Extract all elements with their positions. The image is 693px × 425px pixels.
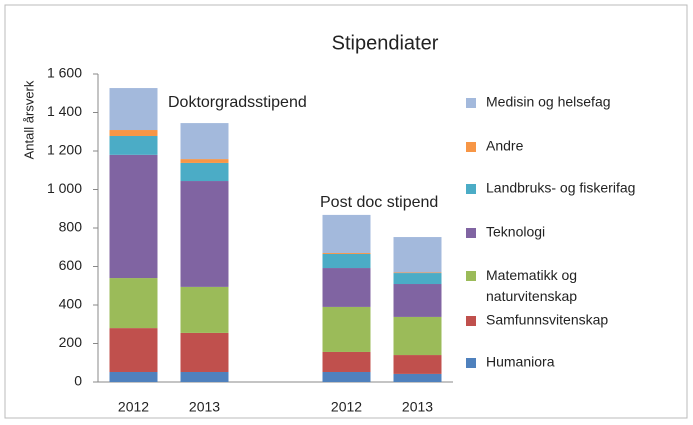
y-tick-label: 1 600: [47, 65, 82, 81]
x-tick-label: 2012: [331, 399, 362, 415]
y-tick-label: 1 000: [47, 180, 82, 196]
bar-segment: [180, 371, 229, 382]
legend-swatch: [466, 98, 476, 108]
y-tick-label: 200: [59, 334, 83, 350]
bar-segment: [109, 371, 158, 382]
bar-segment: [180, 162, 229, 182]
bar-segment: [109, 135, 158, 155]
legend-swatch: [466, 142, 476, 152]
legend-swatch: [466, 184, 476, 194]
bar-segment: [393, 273, 442, 285]
y-tick-label: 600: [59, 257, 83, 273]
bar-segment: [109, 88, 158, 131]
legend-swatch: [466, 358, 476, 368]
bar-segment: [109, 130, 158, 136]
x-tick-label: 2013: [402, 399, 433, 415]
bar-segment: [322, 371, 371, 382]
y-tick-label: 0: [74, 373, 82, 389]
bar-segment: [180, 123, 229, 160]
bar-segment: [393, 237, 442, 273]
bar-segment: [180, 332, 229, 372]
legend-label: Andre: [486, 138, 524, 154]
bar-segment: [393, 272, 442, 274]
legend-swatch: [466, 316, 476, 326]
legend-label: Teknologi: [486, 224, 545, 240]
bar-segment: [109, 328, 158, 372]
bar-segment: [322, 253, 371, 254]
bar-segment: [393, 284, 442, 317]
bar-segment: [180, 286, 229, 333]
y-tick-label: 800: [59, 219, 83, 235]
legend-label: Samfunnsvitenskap: [486, 312, 608, 328]
legend-label: Landbruks- og fiskerifag: [486, 180, 635, 196]
bar-segment: [180, 181, 229, 287]
annotation: Post doc stipend: [320, 194, 438, 211]
x-tick-label: 2012: [118, 399, 149, 415]
bar-segment: [109, 154, 158, 279]
y-tick-label: 1 200: [47, 142, 82, 158]
bar-segment: [109, 278, 158, 329]
bar-segment: [180, 159, 229, 163]
legend-label: Medisin og helsefag: [486, 94, 611, 110]
bar-segment: [393, 373, 442, 382]
x-tick-label: 2013: [189, 399, 220, 415]
y-tick-label: 1 400: [47, 103, 82, 119]
bar-segment: [322, 306, 371, 352]
bar-segment: [322, 214, 371, 254]
legend-label: Matematikk og naturvitenskap: [486, 267, 581, 304]
legend-swatch: [466, 271, 476, 281]
y-axis-label: Antall årsverk: [21, 80, 36, 159]
legend-label: Humaniora: [486, 354, 555, 370]
chart-title: Stipendiater: [332, 32, 439, 54]
legend-swatch: [466, 228, 476, 238]
bar-segment: [322, 253, 371, 269]
bar-segment: [322, 351, 371, 372]
bar-segment: [322, 268, 371, 307]
y-tick-label: 400: [59, 296, 83, 312]
annotation: Doktorgradsstipend: [168, 94, 307, 111]
bar-segment: [393, 316, 442, 356]
bar-segment: [393, 355, 442, 374]
